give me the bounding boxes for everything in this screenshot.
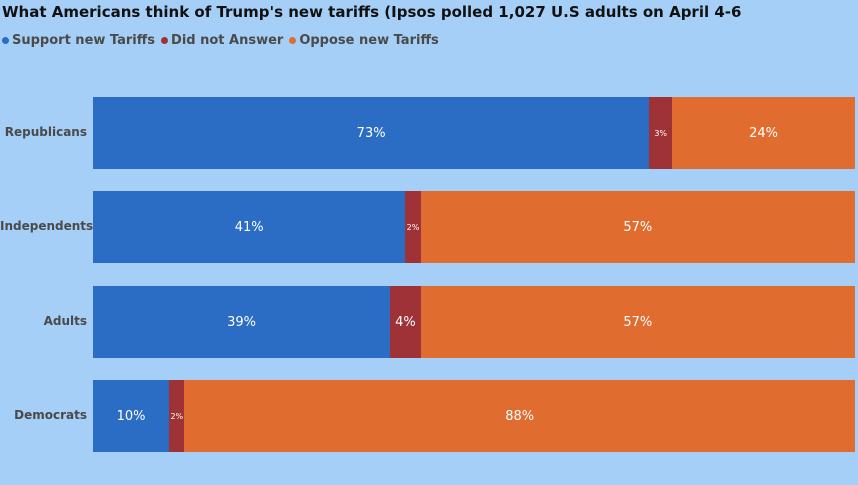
- bar-republicans-support-new-tariffs: 73%: [93, 97, 650, 169]
- bar-republicans-oppose-new-tariffs: 24%: [672, 97, 855, 169]
- bar-independents-oppose-new-tariffs: 57%: [420, 191, 855, 263]
- data-label: 39%: [227, 314, 257, 330]
- legend-label-no-answer: Did not Answer: [171, 33, 284, 48]
- legend-marker-support: [2, 37, 9, 44]
- bar-independents-did-not-answer: 2%: [405, 191, 421, 263]
- data-label: 3%: [654, 128, 668, 138]
- data-label: 73%: [356, 125, 386, 141]
- data-label: 10%: [116, 408, 146, 424]
- category-label-independents: Independents: [0, 219, 94, 233]
- legend-label-support: Support new Tariffs: [12, 33, 156, 48]
- legend-marker-no-answer: [161, 37, 169, 44]
- legend-label-oppose: Oppose new Tariffs: [299, 33, 439, 48]
- data-label: 57%: [623, 314, 653, 330]
- legend: Support new Tariffs Did not Answer Oppos…: [2, 33, 439, 48]
- data-label: 57%: [623, 219, 653, 235]
- bar-adults-support-new-tariffs: 39%: [93, 286, 391, 358]
- bar-independents-support-new-tariffs: 41%: [93, 191, 406, 263]
- category-label-democrats: Democrats: [14, 408, 87, 422]
- data-label: 24%: [749, 125, 778, 141]
- legend-item-no-answer: Did not Answer: [161, 33, 283, 48]
- category-label-adults: Adults: [43, 314, 87, 328]
- legend-item-support: Support new Tariffs: [2, 33, 155, 48]
- bar-democrats-support-new-tariffs: 10%: [93, 380, 170, 452]
- data-label: 41%: [234, 219, 264, 235]
- data-label: 88%: [505, 408, 535, 424]
- bar-democrats-oppose-new-tariffs: 88%: [184, 380, 855, 452]
- data-label: 4%: [395, 314, 416, 330]
- legend-marker-oppose: [289, 37, 297, 44]
- bar-adults-oppose-new-tariffs: 57%: [420, 286, 855, 358]
- bar-adults-did-not-answer: 4%: [390, 286, 421, 358]
- category-label-republicans: Republicans: [4, 125, 87, 139]
- data-label: 2%: [170, 411, 184, 421]
- chart-title: What Americans think of Trump's new tari…: [2, 3, 742, 21]
- bar-republicans-did-not-answer: 3%: [649, 97, 673, 169]
- bar-democrats-did-not-answer: 2%: [169, 380, 185, 452]
- data-label: 2%: [406, 222, 420, 232]
- legend-item-oppose: Oppose new Tariffs: [289, 33, 439, 48]
